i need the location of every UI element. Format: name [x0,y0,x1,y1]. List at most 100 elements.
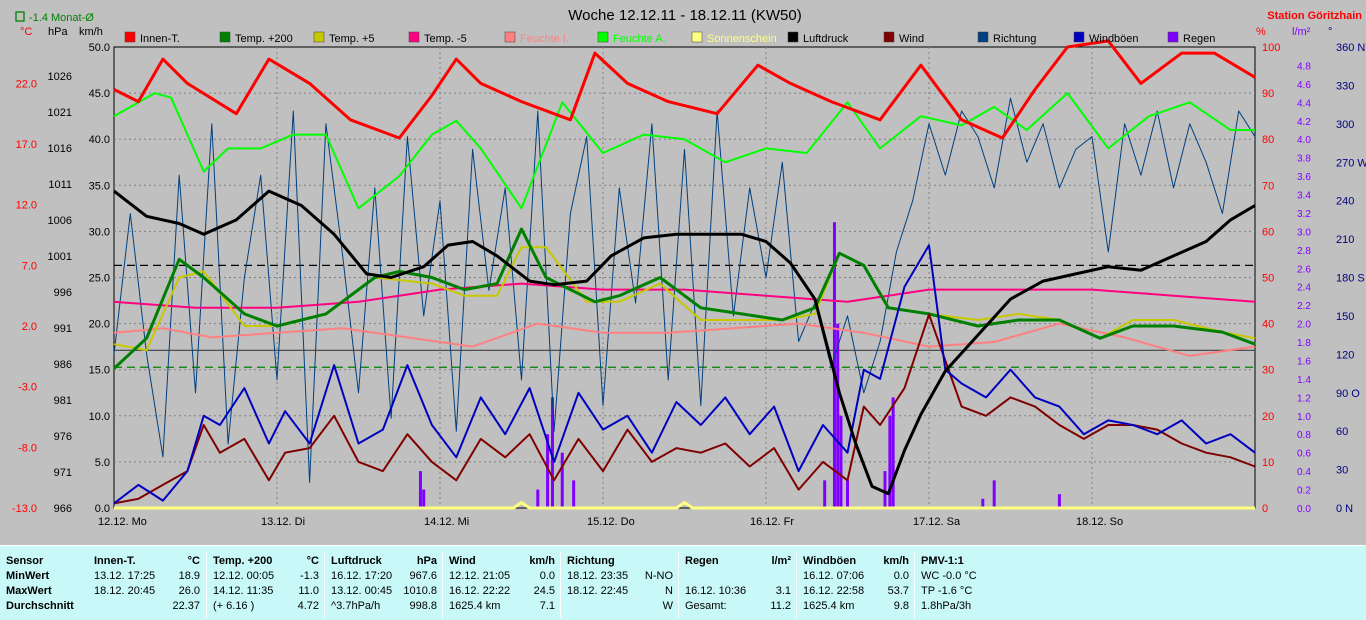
tick-label-dir: 330 [1336,80,1354,92]
rain-bar [992,480,996,508]
legend-swatch [124,31,136,43]
stats-cell-time: 16.12. 22:22 [449,585,511,597]
tick-label-dir: 300 [1336,119,1354,131]
rain-bar [836,323,840,508]
tick-label-temp: -13.0 [12,503,37,515]
legend-swatch [787,31,799,43]
series-line-richtung [113,97,1256,483]
stats-column-title: Temp. +200 [213,555,273,567]
station-name: Station Göritzhain [1267,10,1362,22]
tick-label-kmh: 35.0 [89,180,110,192]
legend-swatch [408,31,420,43]
statistics-table: Sensor MinWert MaxWert Durchschnitt Inne… [0,545,1366,620]
stats-column-unit: °C [187,555,200,567]
stats-column-title: Wind [449,555,476,567]
tick-label-hpa: 1006 [48,215,72,227]
rain-bar [888,415,892,508]
tick-label-dir: 240 [1336,196,1354,208]
rain-bar [839,415,843,508]
axis-ticks: 22.0 17.0 12.0 7.0 2.0 -3.0 -8.0 -13.0 1026 1021 1… [12,42,1366,515]
tick-label-temp: 17.0 [16,139,37,151]
stats-cell-time: WC -0.0 °C [921,570,977,582]
tick-label-hpa: 1011 [48,179,72,191]
x-axis-label: 13.12. Di [261,516,305,528]
tick-label-rain: 0.2 [1297,486,1311,497]
tick-label-hpa: 1026 [48,71,72,83]
legend-label: Wind [899,33,924,45]
tick-label-temp: 2.0 [22,321,37,333]
stats-cell-time: TP -1.6 °C [921,585,973,597]
rain-bar [546,434,550,508]
stats-cell-value: 3.1 [775,585,791,597]
stats-cell-time: (+ 6.16 ) [213,600,255,612]
x-axis-label: 16.12. Fr [750,516,794,528]
stats-cell-value: W [662,600,673,612]
tick-label-pct: 60 [1262,226,1274,238]
stats-cell-time: 13.12. 00:45 [331,585,393,597]
x-axis-label: 15.12. Do [587,516,635,528]
tick-label-hpa: 1016 [48,143,72,155]
tick-label-hpa: 966 [54,503,72,515]
tick-label-pct: 90 [1262,88,1274,100]
series-line-temp200 [112,227,1256,370]
stats-column-title: Regen [685,555,719,567]
stats-column-title: Windböen [803,555,857,567]
legend-label: Luftdruck [803,33,849,45]
stats-cell-time: 1625.4 km [803,600,855,612]
tick-label-rain: 4.8 [1297,61,1311,72]
tick-label-rain: 2.4 [1297,283,1311,294]
stats-cell-value: 11.2 [770,600,791,612]
monthly-avg: -1.4 Monat-Ø [29,12,94,24]
tick-label-kmh: 10.0 [89,411,110,423]
stats-cell-value: 24.5 [533,585,555,597]
tick-label-rain: 4.2 [1297,117,1311,128]
stats-cell-time: 14.12. 11:35 [213,585,274,597]
tick-label-temp: 22.0 [16,78,37,90]
series-line-sonne [114,501,1255,510]
rain-bar [1057,494,1061,508]
tick-label-dir: 120 [1336,349,1354,361]
stats-column-title: PMV-1:1 [921,555,964,567]
tick-label-pct: 40 [1262,319,1274,331]
tick-label-pct: 80 [1262,134,1274,146]
monthly-avg-icon [15,11,25,22]
tick-label-rain: 0.4 [1297,467,1311,478]
stats-column-title: Innen-T. [94,555,136,567]
rain-bar [981,498,985,508]
grid [114,47,1255,508]
tick-label-pct: 70 [1262,180,1274,192]
tick-label-rain: 3.8 [1297,154,1311,165]
tick-label-hpa: 981 [54,395,72,407]
stats-cell-value: 0.0 [893,570,909,582]
stats-column-unit: °C [306,555,319,567]
stats-cell-value: 22.37 [172,600,200,612]
tick-label-dir: 30 [1336,465,1348,477]
hpa-unit: hPa [48,26,68,38]
tick-label-kmh: 15.0 [89,365,110,377]
series-line-feuchteI [113,322,1256,357]
tick-label-temp: -8.0 [18,442,37,454]
stats-column: Innen-T. °C 13.12. 17:25 18.9 18.12. 20:45 26… [88,552,206,618]
tick-label-dir: 360 N [1336,42,1365,54]
x-axis-label: 12.12. Mo [98,516,147,528]
tick-label-hpa: 996 [54,287,72,299]
series-line-luftdruck [113,189,1256,496]
stats-label-sensor: Sensor [6,555,44,567]
tick-label-rain: 4.6 [1297,80,1311,91]
stats-cell-time: 1.8hPa/3h [921,600,972,612]
stats-cell-value: -1.3 [300,570,319,582]
tick-label-pct: 100 [1262,42,1280,54]
stats-cell-value: 967.6 [409,570,437,582]
stats-cell-value: 4.72 [297,600,319,612]
stats-cell-time: 12.12. 21:05 [449,570,511,582]
legend-label: Feuchte I. [520,33,569,45]
series-line-wind [113,313,1256,505]
kmh-unit: km/h [79,26,103,38]
tick-label-dir: 90 O [1336,388,1360,400]
x-axis-label: 18.12. So [1076,516,1123,528]
stats-column: Temp. +200 °C 12.12. 00:05 -1.3 14.12. 11:35… [206,552,325,618]
tick-label-hpa: 991 [54,323,72,335]
legend-swatch [883,31,895,43]
tick-label-hpa: 1021 [48,107,72,119]
chart-title: Woche 12.12.11 - 18.12.11 (KW50) [568,7,801,24]
